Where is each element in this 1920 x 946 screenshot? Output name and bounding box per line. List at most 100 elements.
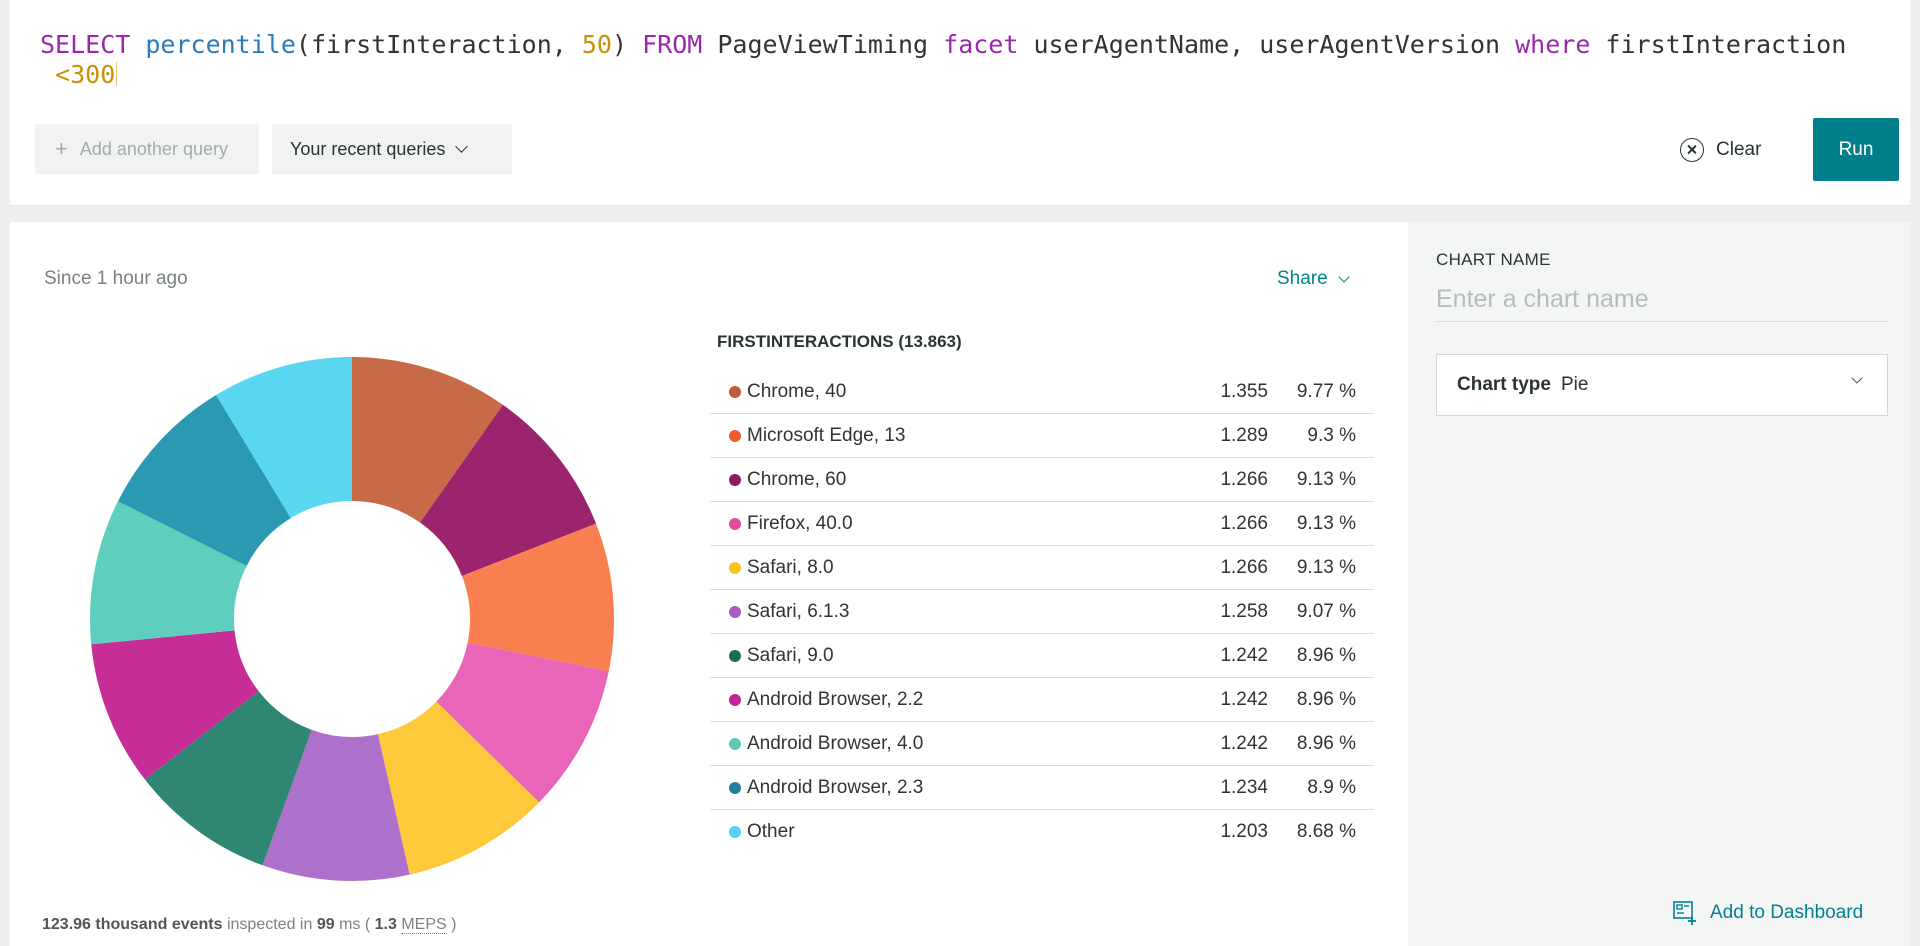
legend-label: Android Browser, 4.0 <box>747 732 924 754</box>
legend-value: 1.234 <box>1220 776 1268 798</box>
pie-slice[interactable] <box>117 394 291 566</box>
legend-row[interactable]: Safari, 8.0 1.266 9.13 % <box>710 546 1374 590</box>
stats-close: ) <box>451 916 457 933</box>
query-token: percentile <box>145 30 296 59</box>
chart-type-value: Pie <box>1560 374 1589 395</box>
meps-label: MEPS <box>401 916 447 934</box>
legend-percent: 9.13 % <box>1296 512 1356 534</box>
legend-value: 1.266 <box>1220 512 1268 534</box>
legend-row[interactable]: Chrome, 40 1.355 9.77 % <box>710 370 1374 414</box>
inspected-in-text: inspected in <box>226 916 313 933</box>
legend-color-dot <box>729 693 741 706</box>
legend-color-dot <box>729 473 741 486</box>
pie-slice[interactable] <box>216 357 352 519</box>
legend-color-dot <box>729 605 741 618</box>
legend-row[interactable]: Safari, 6.1.3 1.258 9.07 % <box>710 590 1374 634</box>
legend-label: Firefox, 40.0 <box>747 512 853 534</box>
legend-percent: 9.07 % <box>1296 600 1356 622</box>
legend-row[interactable]: Chrome, 60 1.266 9.13 % <box>710 458 1374 502</box>
recent-queries-label: Your recent queries <box>290 138 446 159</box>
dashboard-add-icon <box>1673 901 1696 925</box>
share-label: Share <box>1277 268 1328 289</box>
legend-label: Android Browser, 2.2 <box>747 688 924 710</box>
legend-row[interactable]: Microsoft Edge, 13 1.289 9.3 % <box>710 414 1374 458</box>
legend-row[interactable]: Firefox, 40.0 1.266 9.13 % <box>710 502 1374 546</box>
query-token: FROM <box>642 30 703 59</box>
add-to-dashboard-button[interactable]: Add to Dashboard <box>1672 900 1863 926</box>
pie-slice[interactable] <box>91 630 259 780</box>
pie-slice[interactable] <box>90 501 247 645</box>
chevron-down-icon <box>1851 372 1863 384</box>
legend-color-dot <box>729 781 741 794</box>
clear-button[interactable]: Clear <box>1680 130 1761 170</box>
legend-color-dot <box>729 517 741 530</box>
query-token: firstInteraction <box>1605 30 1847 59</box>
legend-value: 1.242 <box>1220 732 1268 754</box>
legend-percent: 9.13 % <box>1296 468 1356 490</box>
recent-queries-dropdown[interactable]: Your recent queries <box>272 124 512 174</box>
legend-percent: 9.13 % <box>1296 556 1356 578</box>
legend-percent: 9.3 % <box>1307 424 1356 446</box>
legend-color-dot <box>729 561 741 574</box>
pie-slice[interactable] <box>419 404 597 577</box>
legend-percent: 8.96 % <box>1296 732 1356 754</box>
legend-color-dot <box>729 649 741 662</box>
legend-percent: 9.77 % <box>1296 380 1356 402</box>
query-token: (firstInteraction, <box>295 30 582 59</box>
query-token: ) <box>611 30 643 59</box>
pie-slice[interactable] <box>377 701 540 875</box>
pie-slice[interactable] <box>262 729 410 881</box>
add-to-dashboard-label: Add to Dashboard <box>1710 902 1864 923</box>
chart-name-input[interactable] <box>1436 278 1888 322</box>
chevron-down-icon <box>1338 270 1350 283</box>
legend-value: 1.258 <box>1220 600 1268 622</box>
query-token: facet <box>943 30 1019 59</box>
legend-value: 1.242 <box>1220 644 1268 666</box>
query-token <box>130 30 145 59</box>
legend-color-dot <box>729 429 741 442</box>
chart-panel: Since 1 hour ago Share FIRSTINTERACTIONS… <box>10 222 1408 946</box>
share-button[interactable]: Share <box>1277 268 1350 290</box>
legend-label: Safari, 9.0 <box>747 644 834 666</box>
legend-percent: 8.96 % <box>1296 644 1356 666</box>
legend-label: Microsoft Edge, 13 <box>747 424 906 446</box>
legend-row[interactable]: Android Browser, 2.2 1.242 8.96 % <box>710 678 1374 722</box>
pie-slice[interactable] <box>461 523 614 672</box>
chart-type-label: Chart type <box>1457 374 1551 395</box>
query-stats: 123.96 thousand events inspected in 99 m… <box>42 916 456 934</box>
legend-label: Safari, 6.1.3 <box>747 600 850 622</box>
run-button[interactable]: Run <box>1813 118 1899 181</box>
chevron-down-icon <box>455 140 469 153</box>
legend-color-dot <box>729 385 741 398</box>
meps-value: 1.3 <box>374 916 397 933</box>
legend-title: FIRSTINTERACTIONS (13.863) <box>717 332 962 351</box>
legend-row[interactable]: Android Browser, 4.0 1.242 8.96 % <box>710 722 1374 766</box>
pie-slice[interactable] <box>436 642 609 803</box>
time-range-label: Since 1 hour ago <box>44 268 188 289</box>
legend-row[interactable]: Android Browser, 2.3 1.234 8.9 % <box>710 766 1374 810</box>
add-another-query-label: Add another query <box>79 138 228 159</box>
duration-ms: 99 <box>316 916 335 933</box>
legend-value: 1.266 <box>1220 556 1268 578</box>
legend-value: 1.289 <box>1220 424 1268 446</box>
query-editor[interactable]: SELECT percentile(firstInteraction, 50) … <box>40 30 1880 90</box>
legend-percent: 8.68 % <box>1296 821 1356 842</box>
legend-row[interactable]: Other 1.203 8.68 % <box>710 810 1374 854</box>
legend-label: Android Browser, 2.3 <box>747 776 924 798</box>
legend-row[interactable]: Safari, 9.0 1.242 8.96 % <box>710 634 1374 678</box>
add-another-query-button[interactable]: + Add another query <box>35 124 259 174</box>
query-token: userAgentName, userAgentVersion <box>1018 30 1516 59</box>
clear-label: Clear <box>1716 139 1762 160</box>
query-token: <300 <box>55 60 116 89</box>
chart-type-select[interactable]: Chart type Pie <box>1436 354 1888 416</box>
pie-slice[interactable] <box>144 691 312 866</box>
chart-name-label: CHART NAME <box>1436 250 1551 269</box>
legend-label: Chrome, 60 <box>747 468 847 490</box>
query-token: SELECT <box>40 30 131 59</box>
legend-value: 1.242 <box>1220 688 1268 710</box>
pie-slice[interactable] <box>352 357 503 523</box>
chart-settings-sidebar: CHART NAME Chart type Pie Add to Dashboa… <box>1408 222 1910 946</box>
legend-label: Chrome, 40 <box>747 380 847 402</box>
text-cursor <box>116 62 118 86</box>
donut-chart <box>90 357 614 881</box>
